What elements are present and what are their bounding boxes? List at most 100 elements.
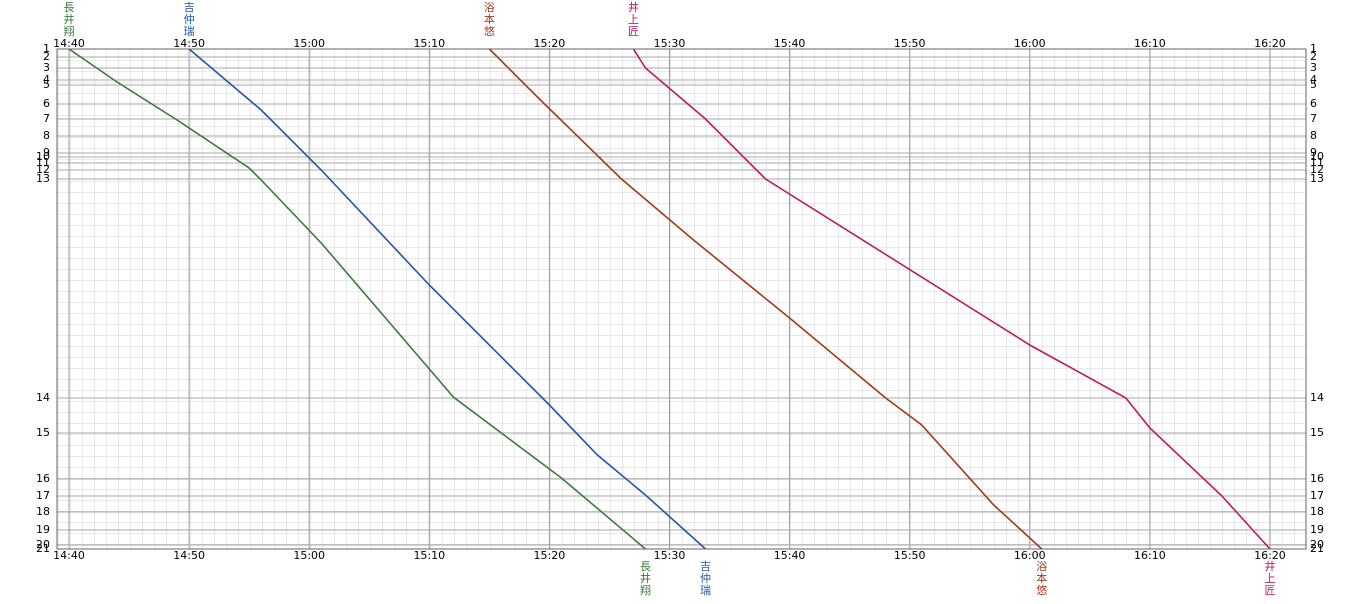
x-tick-label: 16:00 xyxy=(1014,37,1046,50)
y-tick-label: 19 xyxy=(36,523,50,536)
x-tick-label: 15:20 xyxy=(534,549,566,562)
x-tick-label: 16:00 xyxy=(1014,549,1046,562)
series-name-char: 吉 xyxy=(184,1,195,14)
y-tick-label: 10 xyxy=(36,150,50,163)
series-name-char: 井 xyxy=(1264,559,1275,573)
minor-grid xyxy=(57,49,1306,549)
x-tick-label: 15:00 xyxy=(293,37,325,50)
series-name-char: 瑞 xyxy=(700,583,711,597)
series-name-char: 匠 xyxy=(628,25,639,38)
series-name-char: 悠 xyxy=(484,24,495,38)
y-tick-label: 16 xyxy=(36,472,50,485)
x-tick-label: 15:00 xyxy=(293,549,325,562)
x-tick-label: 15:50 xyxy=(894,37,926,50)
y-tick-label: 19 xyxy=(1310,523,1324,536)
x-tick-label: 14:40 xyxy=(53,37,85,50)
y-tick-label: 11 xyxy=(36,156,50,169)
y-tick-label: 6 xyxy=(43,97,50,110)
series-name-char: 井 xyxy=(64,12,75,26)
x-tick-label: 14:50 xyxy=(173,549,205,562)
series-name: 浴本悠 xyxy=(484,1,495,38)
series-name-char: 匠 xyxy=(1264,584,1275,597)
series-name-char: 本 xyxy=(1036,571,1047,585)
series-name-char: 吉 xyxy=(700,560,711,573)
series-name-char: 瑞 xyxy=(184,24,195,38)
x-tick-label: 15:40 xyxy=(774,37,806,50)
y-tick-label: 18 xyxy=(36,505,50,518)
x-tick-label: 15:10 xyxy=(413,549,445,562)
y-tick-label: 2 xyxy=(43,50,50,63)
series-name-char: 悠 xyxy=(1036,583,1047,597)
series-name-char: 仲 xyxy=(184,12,195,26)
series-name-char: 仲 xyxy=(700,571,711,585)
x-tick-label: 14:40 xyxy=(53,549,85,562)
series-name: 井上匠 xyxy=(1264,559,1275,597)
y-tick-label: 7 xyxy=(43,112,50,125)
series-name-char: 上 xyxy=(1264,572,1275,585)
x-tick-label: 16:20 xyxy=(1254,549,1286,562)
plot-frame xyxy=(56,48,1307,550)
series-name-char: 翔 xyxy=(64,24,75,38)
y-tick-label: 17 xyxy=(1310,489,1324,502)
y-tick-label: 20 xyxy=(36,538,50,551)
y-tick-label: 21 xyxy=(36,542,50,555)
series-name: 井上匠 xyxy=(628,0,639,38)
x-tick-label: 15:10 xyxy=(413,37,445,50)
y-tick-label: 3 xyxy=(43,61,50,74)
y-tick-label: 5 xyxy=(1310,78,1317,91)
y-tick-label: 20 xyxy=(1310,538,1324,551)
x-tick-label: 15:50 xyxy=(894,549,926,562)
y-tick-label: 9 xyxy=(1310,146,1317,159)
y-tick-label: 21 xyxy=(1310,542,1324,555)
x-tick-label: 15:30 xyxy=(654,37,686,50)
series-line xyxy=(68,48,646,550)
x-tick-label: 15:20 xyxy=(534,37,566,50)
y-tick-label: 11 xyxy=(1310,156,1324,169)
y-tick-label: 2 xyxy=(1310,50,1317,63)
series-name-char: 翔 xyxy=(640,583,651,597)
y-tick-label: 14 xyxy=(36,391,50,404)
y-tick-label: 17 xyxy=(36,489,50,502)
series-name: 長井翔 xyxy=(640,560,651,597)
series-name-char: 長 xyxy=(64,1,75,14)
series-name: 吉仲瑞 xyxy=(700,560,711,597)
series-name: 長井翔 xyxy=(64,1,75,38)
y-tick-label: 8 xyxy=(43,129,50,142)
x-tick-label: 16:10 xyxy=(1134,37,1166,50)
y-tick-label: 12 xyxy=(1310,163,1324,176)
series-name-char: 浴 xyxy=(1036,560,1047,573)
y-tick-label: 4 xyxy=(1310,73,1317,86)
y-tick-label: 15 xyxy=(36,426,50,439)
series-name: 浴本悠 xyxy=(1036,560,1047,597)
y-tick-label: 3 xyxy=(1310,61,1317,74)
series-name: 吉仲瑞 xyxy=(184,1,195,38)
x-tick-label: 16:10 xyxy=(1134,549,1166,562)
y-tick-label: 18 xyxy=(1310,505,1324,518)
y-tick-label: 16 xyxy=(1310,472,1324,485)
x-tick-label: 15:40 xyxy=(774,549,806,562)
series-name-char: 上 xyxy=(628,13,639,26)
y-tick-label: 7 xyxy=(1310,112,1317,125)
y-tick-label: 4 xyxy=(43,73,50,86)
y-tick-label: 14 xyxy=(1310,391,1324,404)
x-tick-label: 14:50 xyxy=(173,37,205,50)
y-tick-label: 1 xyxy=(1310,42,1317,55)
y-tick-label: 5 xyxy=(43,78,50,91)
y-tick-label: 13 xyxy=(36,172,50,185)
y-tick-label: 8 xyxy=(1310,129,1317,142)
x-tick-label: 16:20 xyxy=(1254,37,1286,50)
y-tick-label: 6 xyxy=(1310,97,1317,110)
series-line xyxy=(632,48,1271,550)
series-name-char: 井 xyxy=(628,0,639,14)
series-name-char: 井 xyxy=(640,571,651,585)
series-line xyxy=(488,48,1043,550)
y-tick-label: 1 xyxy=(43,42,50,55)
y-tick-label: 13 xyxy=(1310,172,1324,185)
series-name-char: 浴 xyxy=(484,1,495,14)
x-tick-label: 15:30 xyxy=(654,549,686,562)
y-tick-label: 9 xyxy=(43,146,50,159)
series-name-char: 長 xyxy=(640,560,651,573)
y-tick-label: 12 xyxy=(36,163,50,176)
series-name-char: 本 xyxy=(484,12,495,26)
